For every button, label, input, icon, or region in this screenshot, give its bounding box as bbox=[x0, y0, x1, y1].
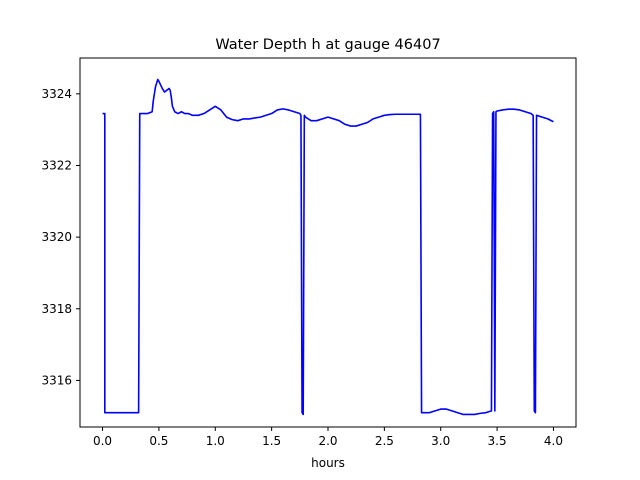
y-tick-label: 3316 bbox=[41, 373, 72, 387]
plot-area bbox=[102, 78, 554, 416]
x-tick-label: 1.5 bbox=[262, 434, 281, 448]
x-tick-label: 0.0 bbox=[93, 434, 112, 448]
x-tick-label: 2.0 bbox=[318, 434, 337, 448]
series-line-0 bbox=[102, 78, 554, 416]
y-axis-ticks: 3316 3318 3320 3322 3324 bbox=[41, 87, 80, 387]
x-tick-label: 0.5 bbox=[149, 434, 168, 448]
y-tick-label: 3324 bbox=[41, 87, 72, 101]
x-tick-label: 2.5 bbox=[375, 434, 394, 448]
chart-title: Water Depth h at gauge 46407 bbox=[215, 37, 440, 53]
x-tick-label: 3.5 bbox=[488, 434, 507, 448]
x-tick-label: 4.0 bbox=[544, 434, 563, 448]
x-tick-label: 1.0 bbox=[206, 434, 225, 448]
x-tick-label: 3.0 bbox=[431, 434, 450, 448]
y-tick-label: 3322 bbox=[41, 158, 72, 172]
x-axis-ticks: 0.0 0.5 1.0 1.5 2.0 2.5 3.0 3.5 4.0 bbox=[93, 427, 563, 448]
y-tick-label: 3320 bbox=[41, 230, 72, 244]
x-axis-label: hours bbox=[311, 456, 345, 470]
y-tick-label: 3318 bbox=[41, 302, 72, 316]
